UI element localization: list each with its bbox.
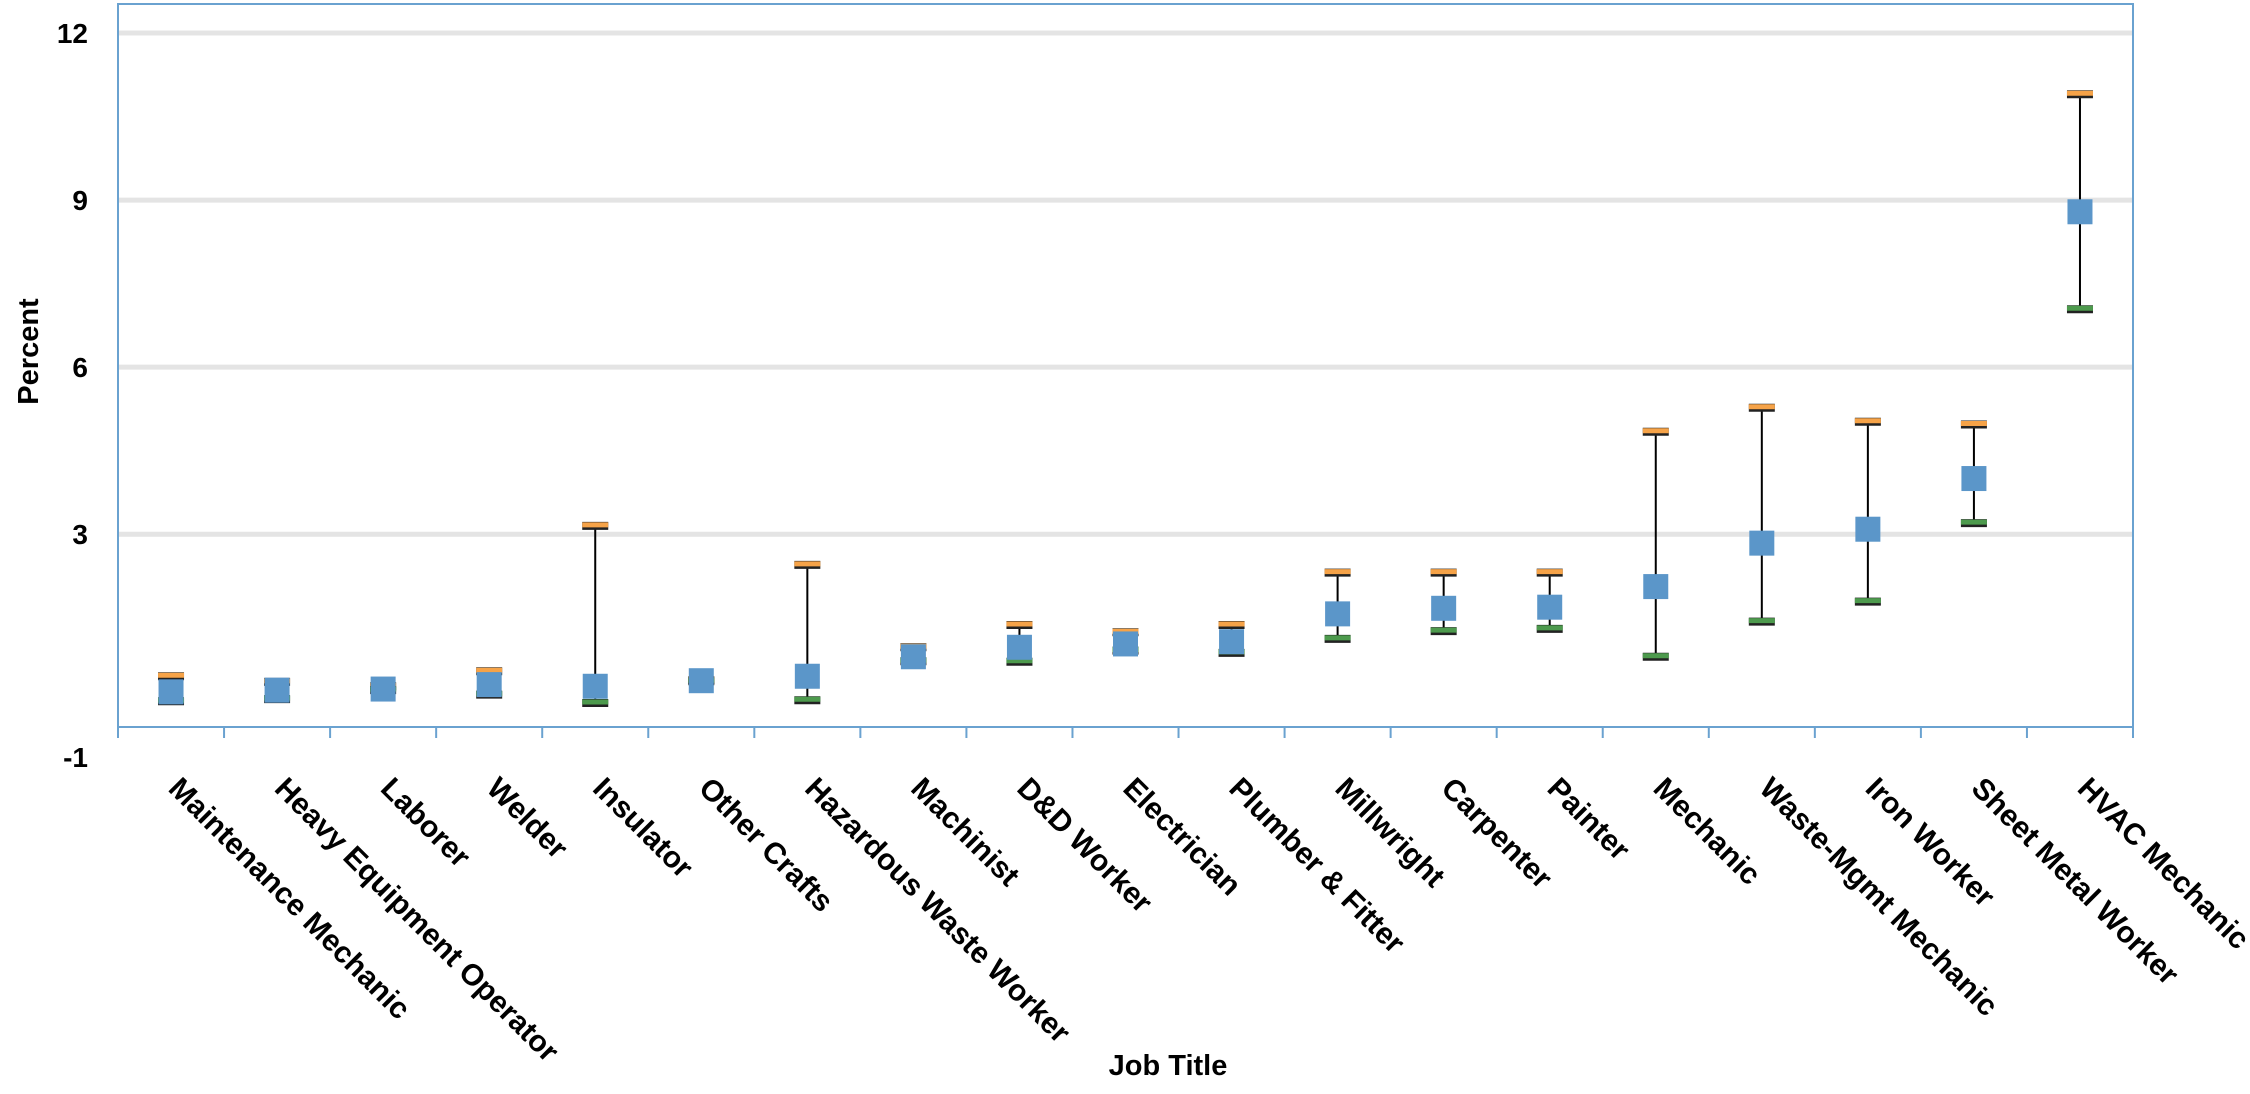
estimate-marker: [1643, 574, 1669, 600]
estimate-marker: [582, 673, 608, 699]
estimate-marker: [1113, 631, 1138, 657]
x-tick-label: HVAC Mechanic: [2071, 772, 2250, 956]
x-tick-label: Insulator: [586, 772, 699, 885]
estimate-marker: [1219, 629, 1245, 655]
estimate-marker: [688, 668, 714, 694]
estimate-marker: [1961, 466, 1987, 492]
y-axis-tick-labels: -1 3 6 9 12: [57, 18, 88, 773]
error-bars: [158, 90, 2093, 707]
estimate-marker: [370, 676, 396, 702]
y-tick-label: -1: [63, 742, 88, 773]
estimate-marker: [794, 663, 820, 689]
x-tick-label: Welder: [480, 772, 574, 866]
x-axis-ticks: [117, 727, 2134, 738]
estimate-marker: [1855, 516, 1881, 542]
y-tick-label: 3: [72, 519, 88, 550]
x-axis-title: Job Title: [1109, 1050, 1228, 1082]
x-tick-label: Painter: [1541, 772, 1636, 867]
x-tick-label: Carpenter: [1435, 772, 1559, 896]
x-tick-label: Mechanic: [1647, 772, 1767, 892]
estimate-marker: [900, 644, 926, 670]
estimate-marker: [264, 677, 290, 703]
estimate-marker: [1325, 601, 1351, 627]
estimate-marker: [476, 672, 502, 698]
estimate-marker: [158, 679, 184, 705]
y-tick-label: 12: [57, 18, 88, 49]
estimate-marker: [2067, 199, 2093, 225]
y-axis-title: Percent: [13, 298, 45, 405]
estimate-marker: [1749, 530, 1775, 556]
x-tick-label: Plumber & Fitter: [1223, 772, 1412, 961]
gridlines: [119, 30, 2132, 537]
estimate-markers: [158, 199, 2093, 705]
x-tick-label: Sheet Metal Worker: [1965, 772, 2185, 992]
estimate-marker: [1006, 634, 1032, 660]
y-tick-label: 6: [72, 352, 88, 383]
estimate-marker: [1431, 595, 1457, 621]
x-tick-label: Laborer: [374, 772, 477, 875]
y-tick-label: 9: [72, 185, 88, 216]
estimate-marker: [1537, 594, 1563, 620]
